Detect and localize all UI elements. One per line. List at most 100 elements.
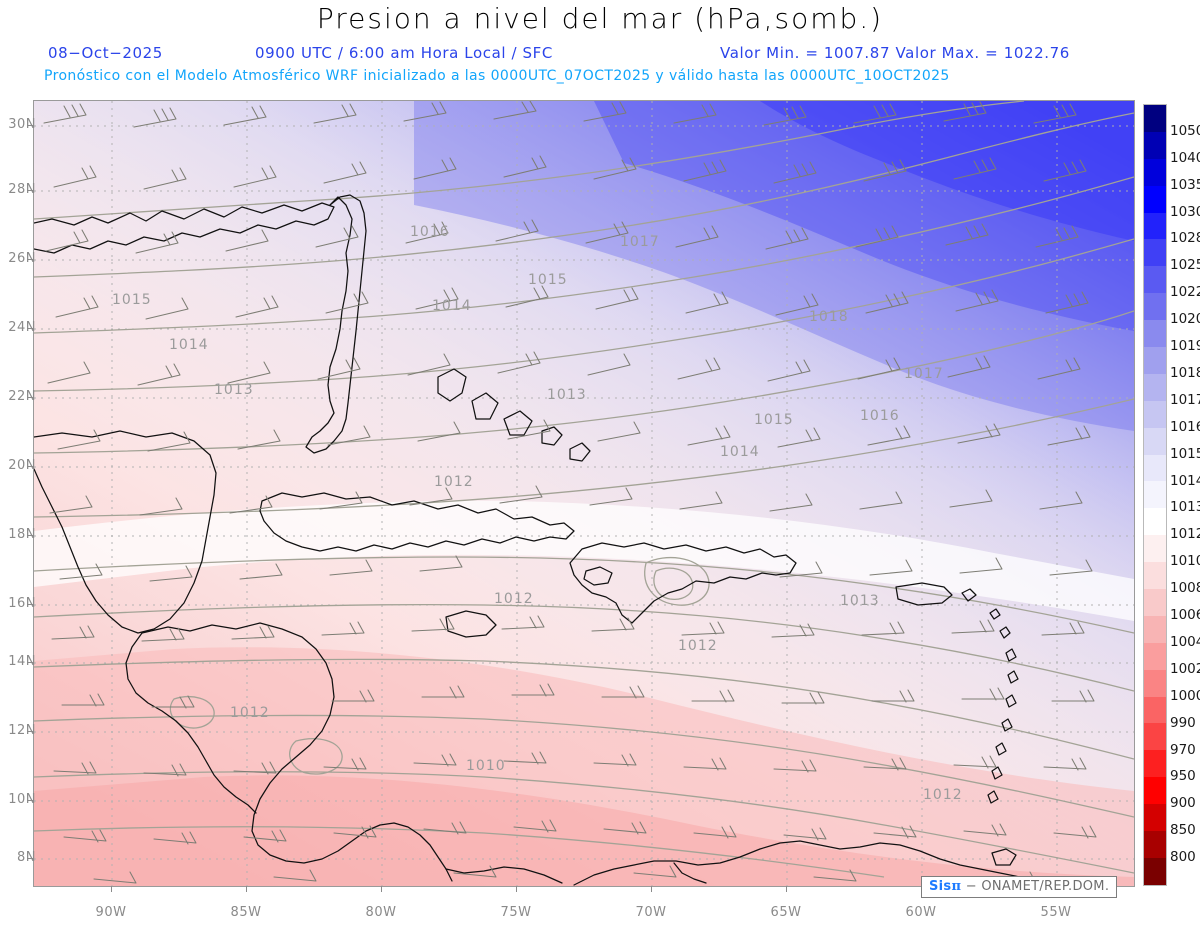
isobar-label: 1016 (860, 408, 900, 424)
contour-labels: 1016 1017 1015 1015 1014 1018 1014 1017 1013 1013… (34, 101, 1134, 886)
colorbar-segment (1144, 508, 1166, 536)
latitude-tick-label: 26N (8, 251, 36, 266)
colorbar-segment (1144, 427, 1166, 455)
colorbar-segment (1144, 131, 1166, 159)
model-description: Pronóstico con el Modelo Atmosférico WRF… (44, 68, 950, 84)
colorbar-tick-label: 990 (1170, 714, 1196, 731)
latitude-tick (27, 190, 33, 191)
isobar-label: 1015 (112, 292, 152, 308)
isobar-label: 1012 (923, 787, 963, 803)
isobar-label: 1018 (809, 309, 849, 325)
colorbar-segment (1144, 320, 1166, 348)
latitude-tick-label: 30N (8, 117, 36, 132)
colorbar-segment (1144, 696, 1166, 724)
latitude-tick-label: 10N (8, 792, 36, 807)
map-canvas (34, 101, 1134, 886)
colorbar-segment (1144, 212, 1166, 240)
colorbar-tick-label: 1004 (1170, 633, 1200, 650)
latitude-tick-label: 22N (8, 389, 36, 404)
colorbar-segment (1144, 481, 1166, 509)
colorbar-labels: 1050 1040 1035 1030 1028 1025 1022 1020 1019 1018… (1170, 104, 1200, 884)
colorbar-segment (1144, 347, 1166, 374)
isobar-label: 1013 (840, 593, 880, 609)
colorbar-tick-label: 900 (1170, 795, 1196, 812)
colorbar[interactable] (1143, 104, 1167, 886)
latitude-tick-label: 16N (8, 596, 36, 611)
map-plot-area[interactable]: 1016 1017 1015 1015 1014 1018 1014 1017 1013 1013… (33, 100, 1135, 887)
latitude-tick (27, 662, 33, 663)
colorbar-segment (1144, 293, 1166, 321)
page-title: Presion a nivel del mar (hPa,somb.) (316, 2, 884, 35)
longitude-tick (246, 886, 247, 892)
colorbar-segment (1144, 589, 1166, 616)
isobar-label: 1013 (547, 387, 587, 403)
colorbar-segment (1144, 400, 1166, 428)
colorbar-segment (1144, 831, 1166, 858)
header: Presion a nivel del mar (hPa,somb.) 08−O… (0, 0, 1200, 96)
latitude-tick (27, 535, 33, 536)
colorbar-tick-label: 1040 (1170, 149, 1200, 166)
isobar-label: 1017 (904, 366, 944, 382)
colorbar-segment (1144, 266, 1166, 294)
longitude-tick-label: 75W (500, 905, 532, 920)
longitude-tick (381, 886, 382, 892)
latitude-tick (27, 466, 33, 467)
isobar-label: 1015 (754, 412, 794, 428)
latitude-tick-label: 28N (8, 182, 36, 197)
colorbar-tick-label: 1013 (1170, 499, 1200, 516)
isobar-label: 1014 (169, 337, 209, 353)
colorbar-tick-label: 1020 (1170, 311, 1200, 328)
colorbar-segment (1144, 857, 1166, 885)
coastlines (34, 194, 1041, 886)
longitude-tick-label: 90W (95, 905, 127, 920)
longitude-tick-label: 60W (905, 905, 937, 920)
colorbar-tick-label: 1035 (1170, 176, 1200, 193)
latitude-tick-label: 24N (8, 320, 36, 335)
isobar-label: 1017 (620, 234, 660, 250)
colorbar-segment (1144, 750, 1166, 778)
colorbar-segment (1144, 454, 1166, 482)
isobar-label: 1014 (720, 444, 760, 460)
colorbar-tick-label: 1012 (1170, 526, 1200, 543)
colorbar-tick-label: 1008 (1170, 580, 1200, 597)
isobar-label: 1013 (214, 382, 254, 398)
latitude-tick (27, 328, 33, 329)
latitude-tick (27, 858, 33, 859)
isobar-label: 1010 (466, 758, 506, 774)
colorbar-segment (1144, 158, 1166, 186)
pi-icon: π (951, 879, 962, 894)
colorbar-tick-label: 1016 (1170, 418, 1200, 435)
longitude-tick (786, 886, 787, 892)
colorbar-segment (1144, 562, 1166, 590)
isobar-label: 1012 (494, 591, 534, 607)
latitude-tick (27, 604, 33, 605)
colorbar-segment (1144, 723, 1166, 751)
latitude-tick (27, 259, 33, 260)
forecast-date: 08−Oct−2025 (48, 44, 163, 62)
isobar-label: 1012 (678, 638, 718, 654)
colorbar-segment (1144, 105, 1166, 132)
latitude-tick-label: 8N (17, 850, 36, 865)
colorbar-tick-label: 1028 (1170, 230, 1200, 247)
latitude-tick (27, 731, 33, 732)
longitude-tick (651, 886, 652, 892)
longitude-tick-label: 65W (770, 905, 802, 920)
longitude-tick-label: 80W (365, 905, 397, 920)
wind-barbs (43, 101, 1097, 884)
organization-label: − ONAMET/REP.DOM. (965, 879, 1110, 894)
colorbar-tick-label: 1019 (1170, 338, 1200, 355)
latitude-tick-label: 18N (8, 527, 36, 542)
brand-label: Sis (929, 879, 952, 894)
isobar-contours (34, 101, 1134, 878)
colorbar-tick-label: 1050 (1170, 122, 1200, 139)
colorbar-tick-label: 850 (1170, 822, 1196, 839)
colorbar-segment (1144, 777, 1166, 805)
isobar-label: 1016 (410, 224, 450, 240)
colorbar-tick-label: 1015 (1170, 445, 1200, 462)
longitude-tick (516, 886, 517, 892)
colorbar-segment (1144, 185, 1166, 213)
colorbar-tick-label: 1022 (1170, 284, 1200, 301)
colorbar-segment (1144, 804, 1166, 832)
map-gridlines (34, 101, 1134, 886)
colorbar-segment (1144, 615, 1166, 643)
